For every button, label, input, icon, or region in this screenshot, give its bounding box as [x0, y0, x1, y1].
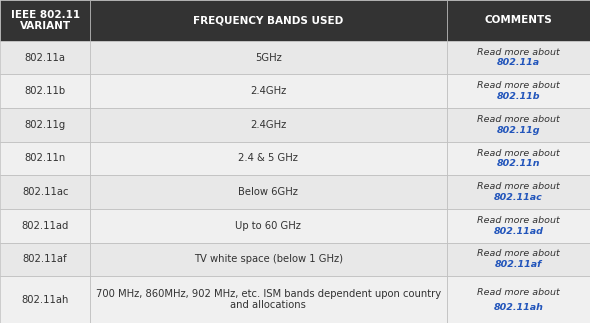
Bar — [447, 0, 590, 41]
Text: Up to 60 GHz: Up to 60 GHz — [235, 221, 301, 231]
Text: 802.11ah: 802.11ah — [21, 295, 69, 305]
Text: 5GHz: 5GHz — [255, 53, 282, 63]
Bar — [90, 209, 447, 243]
Text: 802.11ac: 802.11ac — [22, 187, 68, 197]
Text: Read more about: Read more about — [477, 81, 560, 90]
Text: 802.11ad: 802.11ad — [493, 226, 543, 235]
Bar — [447, 276, 590, 323]
Bar — [447, 41, 590, 74]
Text: 802.11b: 802.11b — [25, 86, 65, 96]
Text: Read more about: Read more about — [477, 249, 560, 258]
Bar — [447, 141, 590, 175]
Bar — [90, 41, 447, 74]
Text: 802.11n: 802.11n — [25, 153, 65, 163]
Text: 802.11ac: 802.11ac — [494, 193, 543, 202]
Bar — [90, 108, 447, 141]
Text: 2.4 & 5 GHz: 2.4 & 5 GHz — [238, 153, 299, 163]
Text: 802.11a: 802.11a — [25, 53, 65, 63]
Bar — [90, 175, 447, 209]
Text: 802.11g: 802.11g — [497, 126, 540, 135]
Text: 2.4GHz: 2.4GHz — [250, 86, 287, 96]
Bar — [0, 209, 90, 243]
Bar — [0, 0, 90, 41]
Bar — [0, 74, 90, 108]
Bar — [0, 175, 90, 209]
Bar — [447, 175, 590, 209]
Bar — [0, 108, 90, 141]
Text: 802.11a: 802.11a — [497, 58, 540, 68]
Bar — [447, 74, 590, 108]
Text: 802.11ad: 802.11ad — [21, 221, 69, 231]
Bar — [90, 243, 447, 276]
Bar — [90, 141, 447, 175]
Bar — [90, 0, 447, 41]
Bar — [0, 243, 90, 276]
Bar — [0, 141, 90, 175]
Text: FREQUENCY BANDS USED: FREQUENCY BANDS USED — [194, 16, 343, 26]
Bar — [447, 108, 590, 141]
Text: IEEE 802.11
VARIANT: IEEE 802.11 VARIANT — [11, 10, 80, 31]
Bar — [447, 209, 590, 243]
Text: Read more about: Read more about — [477, 182, 560, 191]
Text: 802.11af: 802.11af — [494, 260, 542, 269]
Text: TV white space (below 1 GHz): TV white space (below 1 GHz) — [194, 254, 343, 264]
Bar — [447, 243, 590, 276]
Text: Read more about: Read more about — [477, 149, 560, 158]
Bar — [0, 276, 90, 323]
Text: 802.11ah: 802.11ah — [493, 303, 543, 312]
Text: 802.11n: 802.11n — [497, 159, 540, 168]
Bar — [90, 74, 447, 108]
Text: Read more about: Read more about — [477, 115, 560, 124]
Text: 802.11b: 802.11b — [497, 92, 540, 101]
Bar — [90, 276, 447, 323]
Text: Read more about: Read more about — [477, 216, 560, 225]
Text: COMMENTS: COMMENTS — [484, 16, 552, 26]
Text: Read more about: Read more about — [477, 287, 560, 297]
Text: Below 6GHz: Below 6GHz — [238, 187, 299, 197]
Bar — [0, 41, 90, 74]
Text: 700 MHz, 860MHz, 902 MHz, etc. ISM bands dependent upon country
and allocations: 700 MHz, 860MHz, 902 MHz, etc. ISM bands… — [96, 289, 441, 310]
Text: 802.11af: 802.11af — [23, 254, 67, 264]
Text: Read more about: Read more about — [477, 48, 560, 57]
Text: 2.4GHz: 2.4GHz — [250, 120, 287, 130]
Text: 802.11g: 802.11g — [25, 120, 65, 130]
